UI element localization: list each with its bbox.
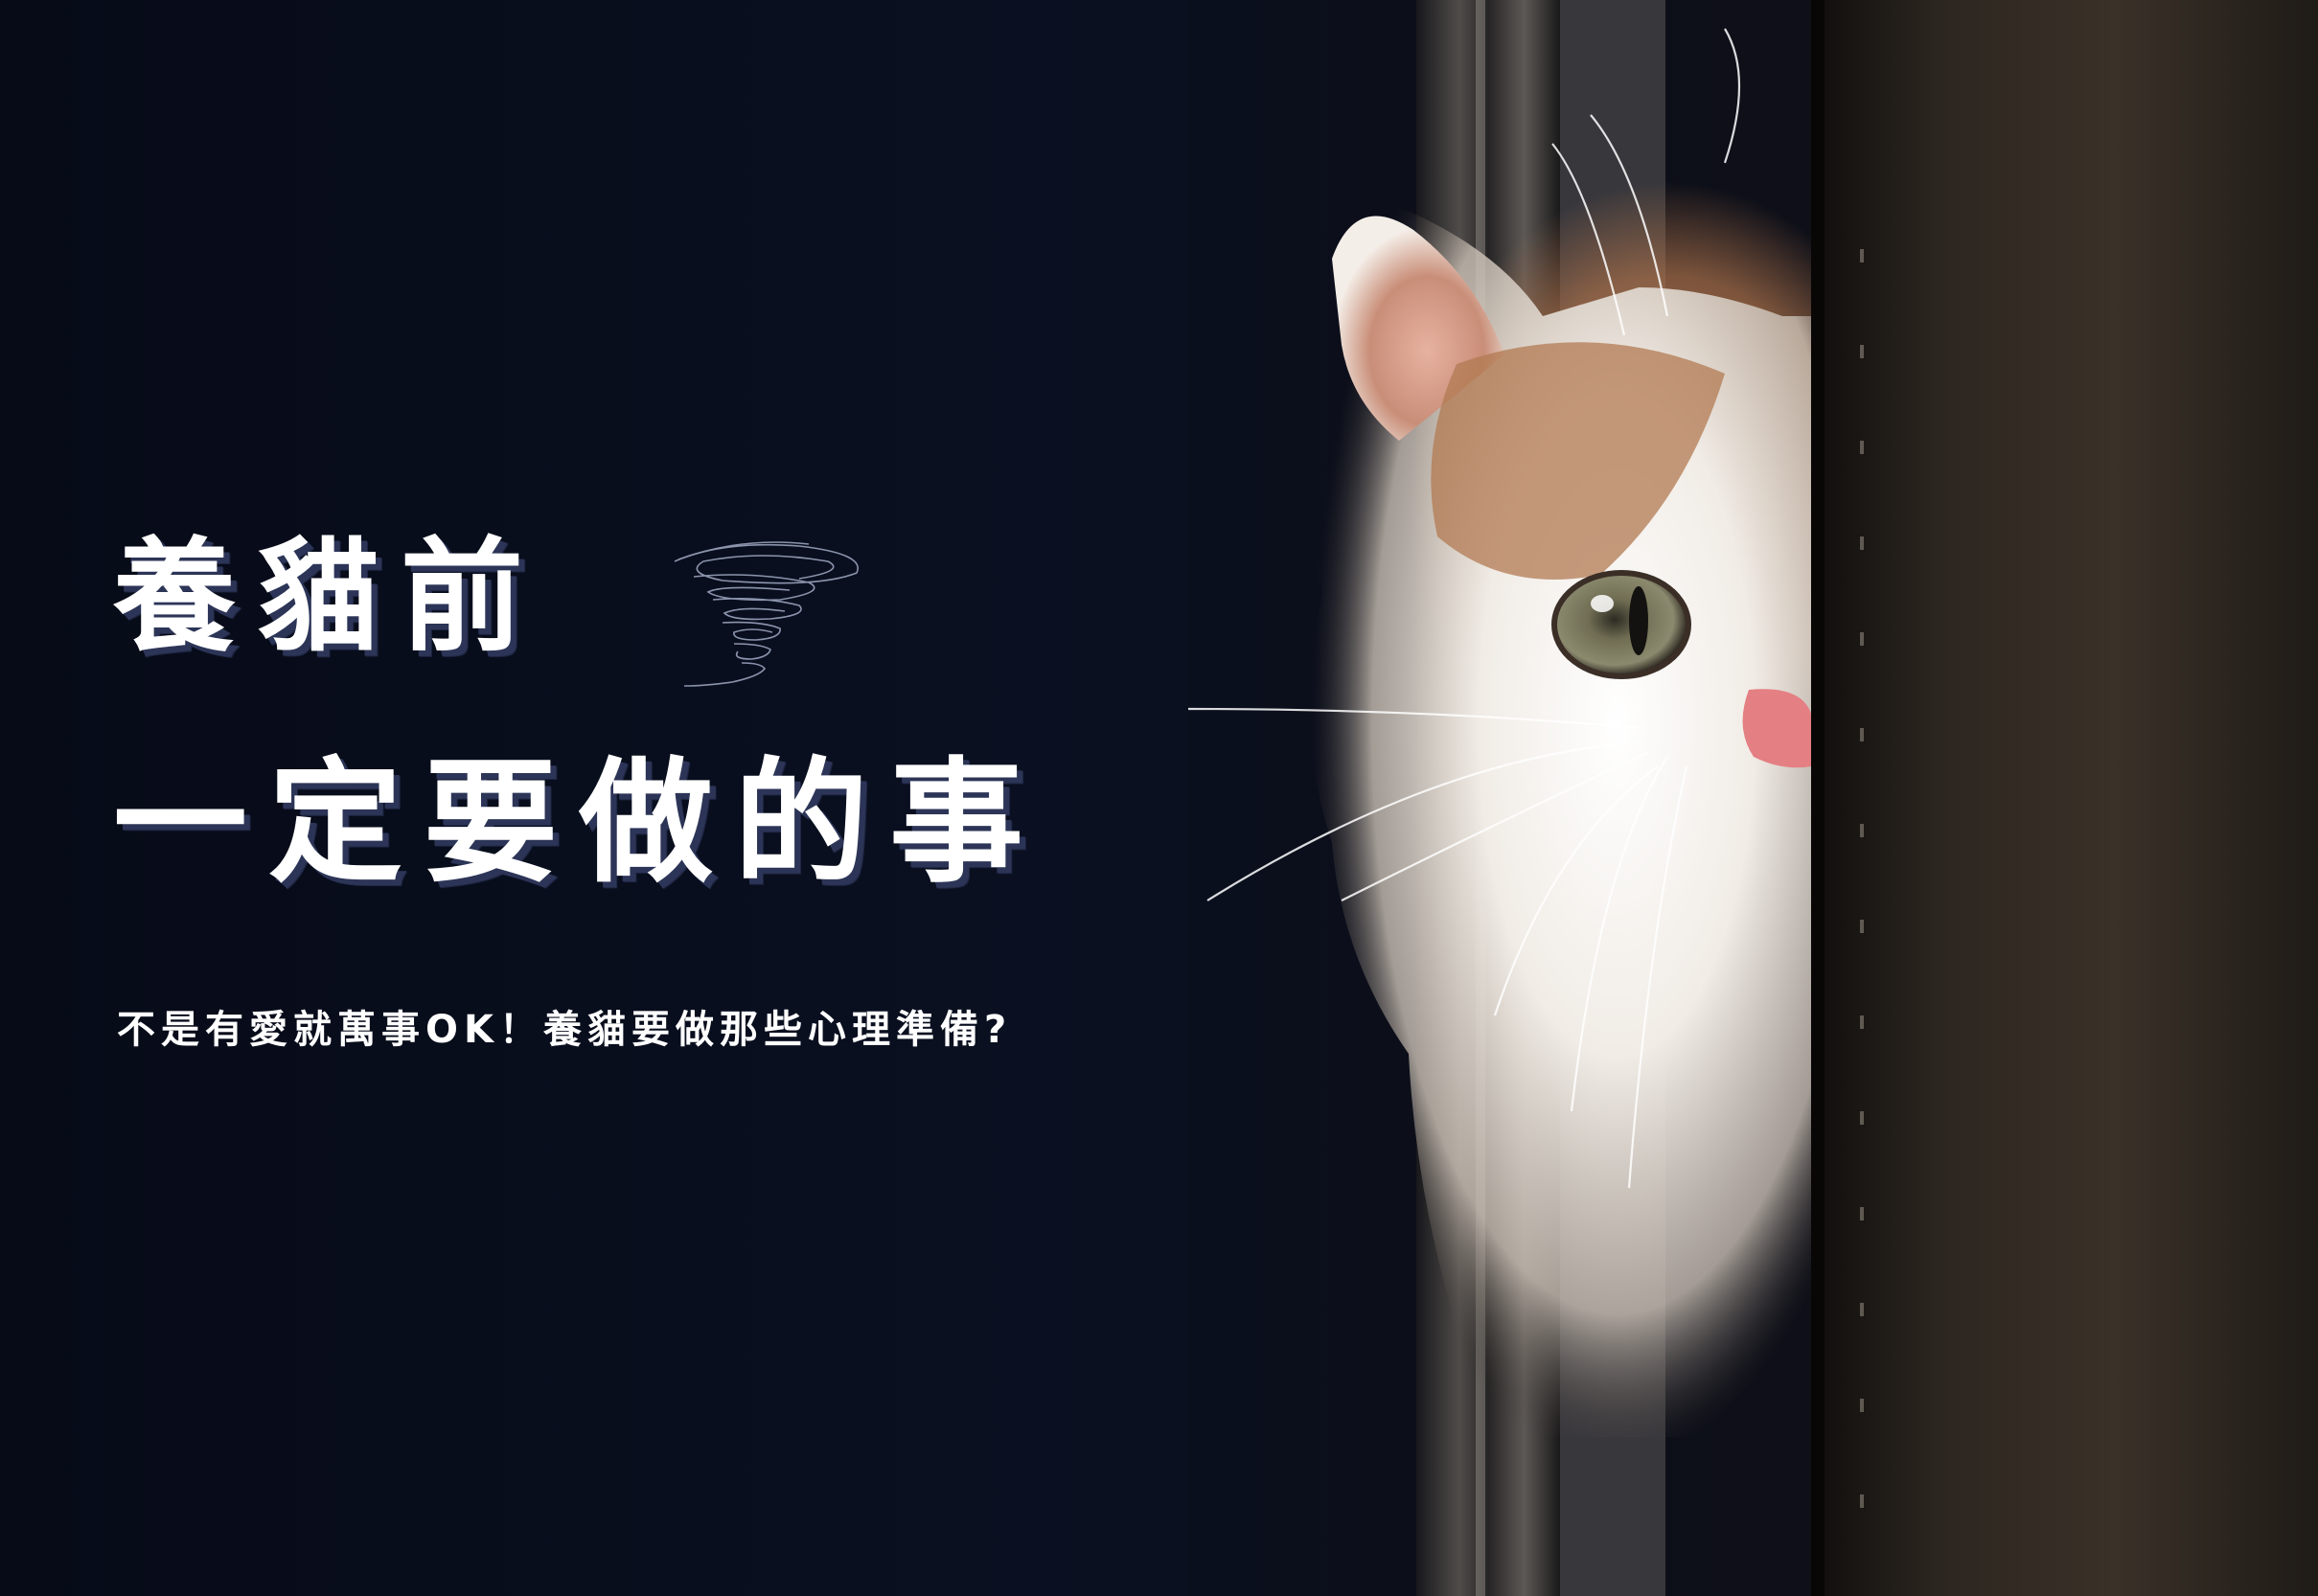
headline-line-1: 養貓前 [113, 526, 545, 669]
scribble-doodle-icon [674, 541, 859, 687]
subtitle: 不是有愛就萬事OK！養貓要做那些心理準備? [117, 1008, 1013, 1052]
kitten-photo [1188, 0, 2318, 1596]
headline-line-2: 一定要做的事 [113, 745, 1045, 901]
